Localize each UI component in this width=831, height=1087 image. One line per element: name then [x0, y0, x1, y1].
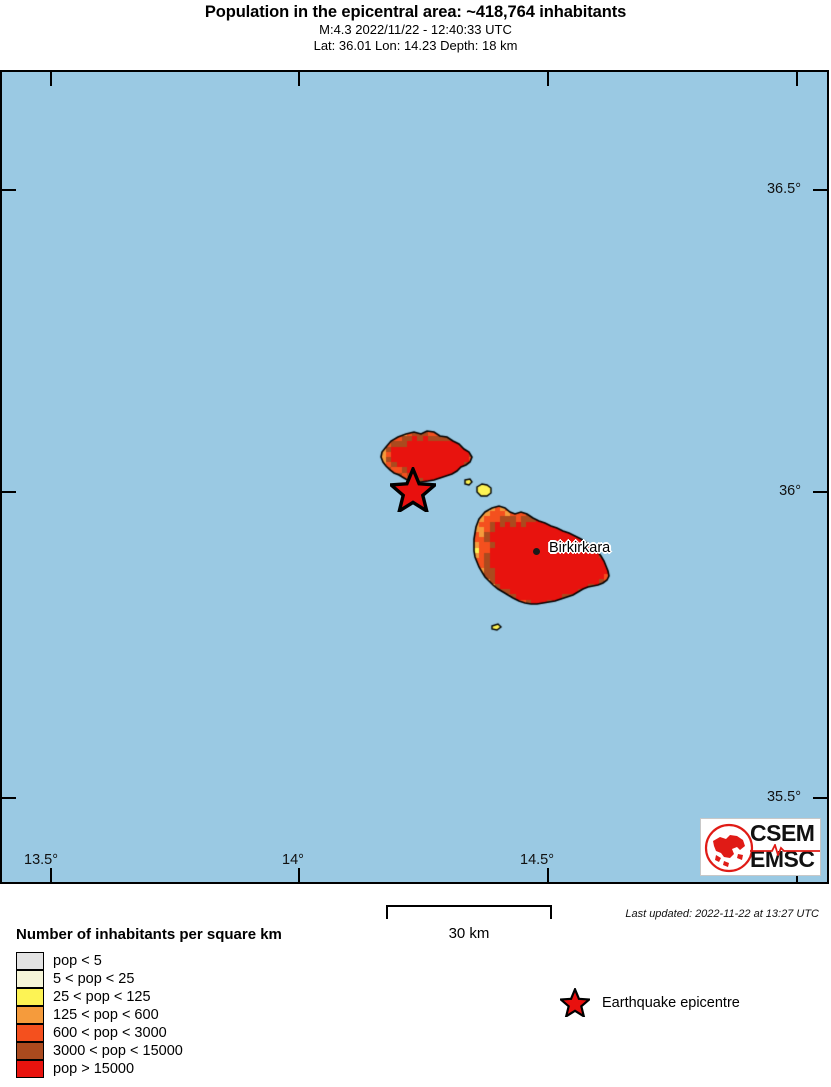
city-marker-birkirkara[interactable]	[533, 548, 540, 555]
seismograph-trace-icon	[750, 844, 820, 856]
legend-swatch	[16, 970, 44, 988]
scale-bar-end-right	[550, 905, 552, 919]
legend-row: 3000 < pop < 15000	[16, 1042, 183, 1060]
legend-swatch	[16, 988, 44, 1006]
legend-label: 5 < pop < 25	[53, 971, 135, 987]
legend-label: pop > 15000	[53, 1061, 135, 1077]
event-summary: M:4.3 2022/11/22 - 12:40:33 UTC	[319, 22, 512, 37]
lon-label-14-5: 14.5°	[520, 852, 555, 868]
lon-tick-15	[796, 72, 798, 86]
legend-row: pop > 15000	[16, 1060, 183, 1078]
lat-tick-36-5-right	[813, 189, 827, 191]
lon-label-13-5: 13.5°	[24, 852, 59, 868]
legend-label: 25 < pop < 125	[53, 989, 151, 1005]
event-location: Lat: 36.01 Lon: 14.23 Depth: 18 km	[313, 38, 518, 53]
legend-swatch	[16, 952, 44, 970]
legend-epicentre-label: Earthquake epicentre	[602, 994, 740, 1011]
lat-tick-35-5-right	[813, 797, 827, 799]
lon-tick-14-5	[547, 72, 549, 86]
lat-tick-36-5	[2, 189, 16, 191]
scale-bar-end-left	[386, 905, 388, 919]
legend-row: 25 < pop < 125	[16, 988, 183, 1006]
legend-label: 3000 < pop < 15000	[53, 1043, 183, 1059]
lat-tick-35-5	[2, 797, 16, 799]
scale-bar-line	[386, 905, 552, 907]
legend-label: 125 < pop < 600	[53, 1007, 159, 1023]
page-title: Population in the epicentral area: ~418,…	[204, 3, 627, 21]
legend-swatch	[16, 1006, 44, 1024]
lon-tick-13-5-bottom	[50, 868, 52, 882]
lon-tick-13-5	[50, 72, 52, 86]
earthquake-epicentre-legend-icon	[560, 988, 590, 1017]
city-label-birkirkara: Birkirkara	[549, 540, 611, 556]
scale-bar: 30 km	[386, 905, 552, 942]
lon-tick-14	[298, 72, 300, 86]
lat-tick-36	[2, 491, 16, 493]
lon-label-14: 14°	[282, 852, 304, 868]
legend-row: 600 < pop < 3000	[16, 1024, 183, 1042]
map-panel[interactable]: 13.5° 14° 14.5° 36.5° 36° 35.5° Birkirka…	[0, 70, 829, 884]
legend-epicentre: Earthquake epicentre	[560, 988, 740, 1017]
globe-icon	[704, 823, 754, 873]
logo-line-csem: CSEM	[750, 820, 815, 846]
lat-label-36: 36°	[779, 483, 801, 499]
map-header: Population in the epicentral area: ~418,…	[0, 0, 831, 62]
last-updated-text: Last updated: 2022-11-22 at 13:27 UTC	[625, 908, 819, 920]
lat-label-35-5: 35.5°	[766, 789, 801, 805]
scale-bar-label: 30 km	[448, 925, 490, 942]
lat-tick-36-right	[813, 491, 827, 493]
legend-row: 125 < pop < 600	[16, 1006, 183, 1024]
legend-title: Number of inhabitants per square km	[16, 926, 282, 943]
legend-row: 5 < pop < 25	[16, 970, 183, 988]
legend-swatch	[16, 1060, 44, 1078]
lon-tick-14-5-bottom	[547, 868, 549, 882]
legend-swatch	[16, 1024, 44, 1042]
scale-bar-graphic	[386, 905, 552, 921]
legend-label: pop < 5	[53, 953, 102, 969]
lat-label-36-5: 36.5°	[766, 181, 801, 197]
legend-label: 600 < pop < 3000	[53, 1025, 167, 1041]
legend-row: pop < 5	[16, 952, 183, 970]
csem-emsc-logo: CSEM EMSC	[700, 818, 821, 876]
legend-list: pop < 5 5 < pop < 25 25 < pop < 125 125 < p…	[16, 952, 183, 1078]
legend-swatch	[16, 1042, 44, 1060]
earthquake-epicentre-icon[interactable]	[390, 467, 436, 512]
lon-tick-14-bottom	[298, 868, 300, 882]
